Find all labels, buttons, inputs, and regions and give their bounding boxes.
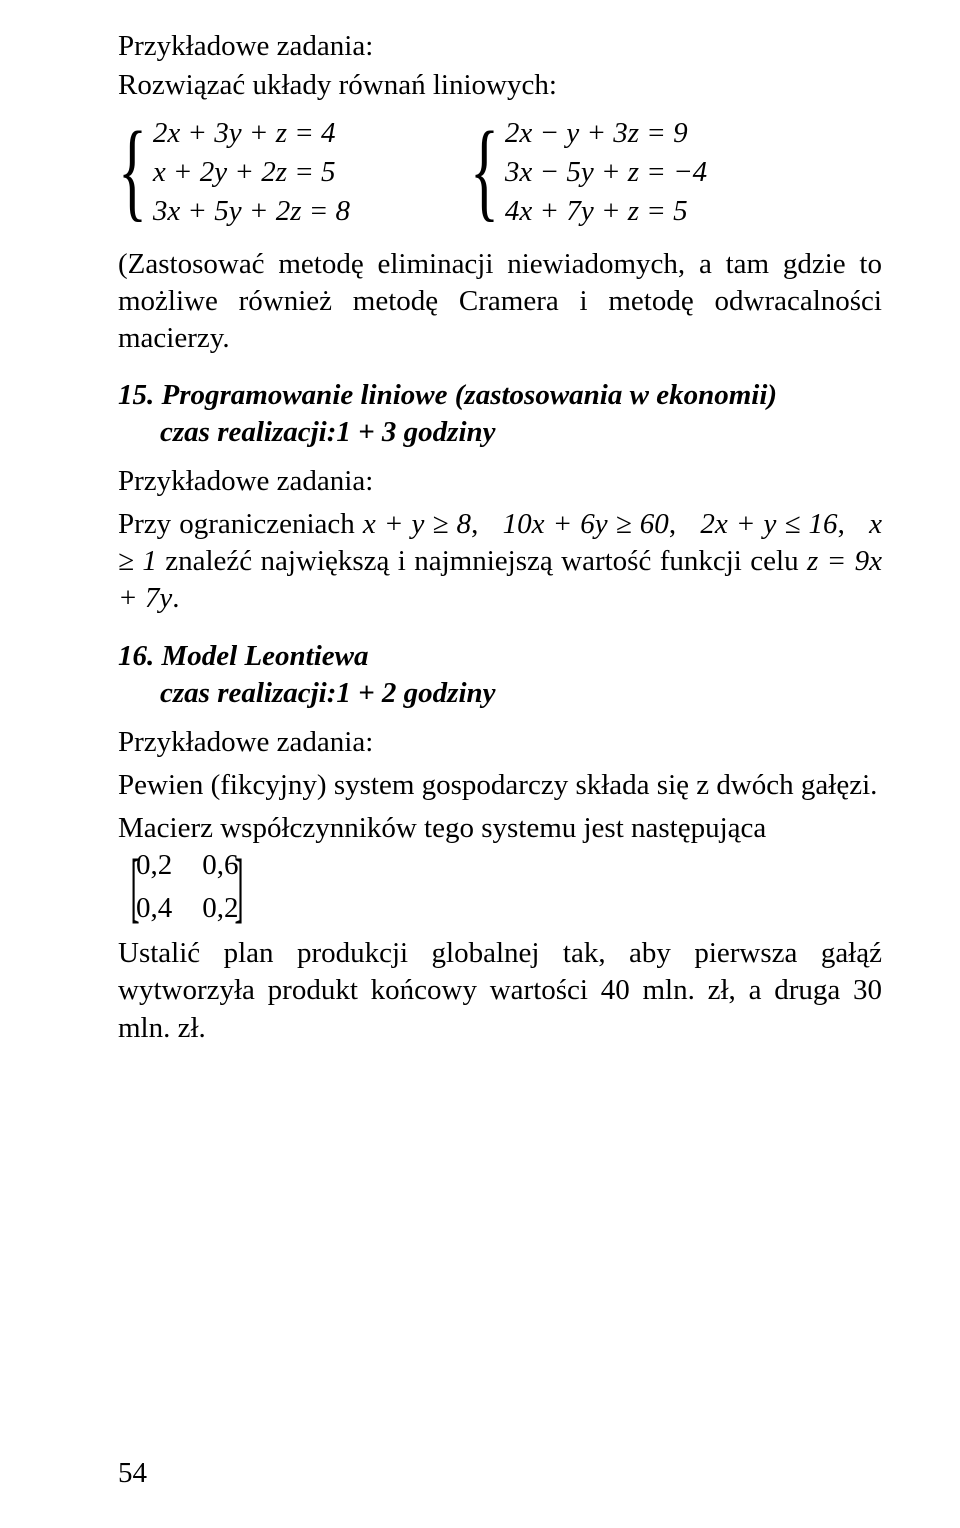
section-subtitle: czas realizacji:1 + 3 godziny — [118, 414, 882, 451]
constraint: x + y ≥ 8 — [363, 508, 471, 540]
section-15: 15. Programowanie liniowe (zastosowania … — [118, 377, 882, 451]
section-16: 16. Model Leontiewa czas realizacji:1 + … — [118, 638, 882, 712]
equation-system-2: { 2x − y + 3z = 9 3x − 5y + z = −4 4x + … — [470, 114, 707, 231]
constraints-lead: Przy ograniczeniach — [118, 508, 363, 540]
leontief-sentence-1: Pewien (fikcyjny) system gospodarczy skł… — [118, 767, 882, 804]
leontief-sentence-3: Ustalić plan produkcji globalnej tak, ab… — [118, 935, 882, 1046]
method-note: (Zastosować metodę eliminacji niewiadomy… — [118, 246, 882, 357]
constraint: 2x + y ≤ 16 — [700, 508, 837, 540]
leontief-matrix-line: Macierz współczynników tego systemu jest… — [118, 810, 882, 927]
examples-heading: Przykładowe zadania: — [118, 724, 882, 761]
right-bracket-icon: ] — [235, 857, 244, 918]
section-number: 16. — [118, 640, 162, 672]
left-bracket-icon: [ — [130, 857, 139, 918]
page-number: 54 — [118, 1455, 147, 1492]
matrix-lead-text: Macierz współczynników tego systemu jest… — [118, 810, 766, 847]
period: . — [172, 582, 179, 614]
matrix-cell: 0,6 — [202, 847, 238, 884]
eq-line: 2x − y + 3z = 9 — [505, 114, 707, 153]
examples-heading: Przykładowe zadania: — [118, 28, 882, 65]
section-title-text: Programowanie liniowe (zastosowania w ek… — [162, 379, 778, 411]
matrix-cell: 0,2 — [136, 847, 172, 884]
examples-heading: Przykładowe zadania: — [118, 463, 882, 500]
section-title-text: Model Leontiewa — [162, 640, 369, 672]
left-brace-icon: { — [470, 121, 499, 220]
constraint: 10x + 6y ≥ 60 — [503, 508, 669, 540]
page: Przykładowe zadania: Rozwiązać układy ró… — [0, 0, 960, 1528]
equation-system-1: { 2x + 3y + z = 4 x + 2y + 2z = 5 3x + 5… — [118, 114, 350, 231]
matrix-cell: 0,2 — [202, 890, 238, 927]
eq-line: 2x + 3y + z = 4 — [153, 114, 350, 153]
section-number: 15. — [118, 379, 162, 411]
constraints-tail: znaleźć największą i najmniejszą wartość… — [165, 545, 807, 577]
eq-line: x + 2y + 2z = 5 — [153, 153, 350, 192]
constraints-paragraph: Przy ograniczeniach x + y ≥ 8, 10x + 6y … — [118, 506, 882, 617]
eq-line: 4x + 7y + z = 5 — [505, 192, 707, 231]
equation-systems-row: { 2x + 3y + z = 4 x + 2y + 2z = 5 3x + 5… — [118, 114, 882, 231]
matrix-cell: 0,4 — [136, 890, 172, 927]
left-brace-icon: { — [118, 121, 147, 220]
section-subtitle: czas realizacji:1 + 2 godziny — [118, 675, 882, 712]
eq-line: 3x − 5y + z = −4 — [505, 153, 707, 192]
eq-line: 3x + 5y + 2z = 8 — [153, 192, 350, 231]
coefficient-matrix: [ 0,2 0,6 0,4 0,2 ] — [122, 847, 252, 927]
solve-instruction: Rozwiązać układy równań liniowych: — [118, 67, 882, 104]
